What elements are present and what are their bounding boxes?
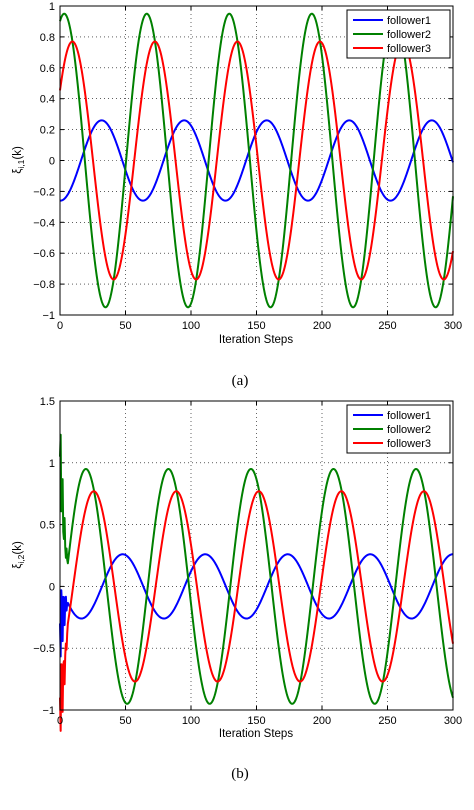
series-line-follower3 bbox=[59, 490, 454, 732]
x-tick-label: 200 bbox=[313, 715, 331, 727]
legend-label-follower3: follower3 bbox=[387, 438, 431, 450]
y-axis-label-sub: i,1 bbox=[16, 159, 26, 168]
y-tick-label: 0 bbox=[49, 156, 55, 168]
legend-label-follower2: follower2 bbox=[387, 29, 431, 41]
y-tick-label: −0.8 bbox=[33, 279, 55, 291]
y-tick-label: 0.6 bbox=[40, 63, 55, 75]
y-tick-label: −1 bbox=[42, 705, 55, 717]
legend-label-follower3: follower3 bbox=[387, 43, 431, 55]
chart-b: 0 50 100 150 200 250 300 −1 −0.5 0 0.5 1 1.5 Iterati… bbox=[12, 396, 462, 782]
x-tick-label: 50 bbox=[119, 715, 131, 727]
y-tick-label: −1 bbox=[42, 310, 55, 322]
plot-frame bbox=[59, 5, 454, 316]
x-axis-label: Iteration Steps bbox=[219, 334, 293, 346]
tick-labels: 0 50 100 150 200 250 300 −1 −0.8 −0.6 −0.4 −0.2 0 0.2… bbox=[33, 1, 462, 332]
x-tick-label: 50 bbox=[119, 320, 131, 332]
series-line-follower2 bbox=[59, 433, 454, 705]
y-axis-label-main: ξ bbox=[12, 564, 24, 569]
x-axis-label: Iteration Steps bbox=[219, 728, 293, 740]
x-tick-label: 300 bbox=[444, 715, 462, 727]
x-tick-label: 0 bbox=[57, 320, 63, 332]
y-tick-label: 0.4 bbox=[40, 94, 55, 106]
x-tick-label: 250 bbox=[378, 320, 396, 332]
x-tick-label: 150 bbox=[247, 715, 265, 727]
y-axis-label: ξi,2(k) bbox=[12, 541, 26, 569]
legend-label-follower1: follower1 bbox=[387, 410, 431, 422]
series-line-follower3 bbox=[59, 40, 454, 281]
x-tick-label: 100 bbox=[182, 320, 200, 332]
x-tick-label: 0 bbox=[57, 715, 63, 727]
y-tick-label: 1.5 bbox=[40, 396, 55, 408]
y-axis-label-tail: (k) bbox=[12, 146, 24, 160]
y-tick-label: 1 bbox=[49, 458, 55, 470]
y-axis-label-tail: (k) bbox=[12, 541, 24, 555]
y-axis-label-main: ξ bbox=[12, 169, 24, 174]
legend-box bbox=[346, 404, 451, 454]
legend-label-follower1: follower1 bbox=[387, 15, 431, 27]
y-tick-label: 1 bbox=[49, 1, 55, 13]
y-tick-label: 0.5 bbox=[40, 520, 55, 532]
y-axis-label-sub: i,2 bbox=[16, 554, 26, 563]
caption-a: (a) bbox=[232, 373, 249, 389]
legend-label-follower2: follower2 bbox=[387, 424, 431, 436]
y-tick-label: 0 bbox=[49, 581, 55, 593]
x-tick-label: 200 bbox=[313, 320, 331, 332]
y-tick-label: 0.2 bbox=[40, 125, 55, 137]
y-axis-label: ξi,1(k) bbox=[12, 146, 26, 174]
y-tick-label: −0.6 bbox=[33, 248, 55, 260]
y-tick-label: 0.8 bbox=[40, 32, 55, 44]
y-tick-label: −0.5 bbox=[33, 643, 55, 655]
y-tick-label: −0.4 bbox=[33, 217, 55, 229]
legend: follower1 follower2 follower3 bbox=[346, 9, 451, 59]
tick-labels: 0 50 100 150 200 250 300 −1 −0.5 0 0.5 1 1.5 bbox=[33, 396, 462, 727]
x-tick-label: 150 bbox=[247, 320, 265, 332]
chart-a: 0 50 100 150 200 250 300 −1 −0.8 −0.6 −0.4 −0.2 0 0.2… bbox=[12, 1, 462, 389]
x-tick-label: 100 bbox=[182, 715, 200, 727]
series-line-follower1 bbox=[59, 553, 454, 658]
caption-b: (b) bbox=[231, 766, 249, 782]
y-tick-label: −0.2 bbox=[33, 186, 55, 198]
x-tick-label: 300 bbox=[444, 320, 462, 332]
x-tick-label: 250 bbox=[378, 715, 396, 727]
legend: follower1 follower2 follower3 bbox=[346, 404, 451, 454]
series-group bbox=[59, 433, 454, 732]
plot-frame bbox=[59, 400, 454, 711]
